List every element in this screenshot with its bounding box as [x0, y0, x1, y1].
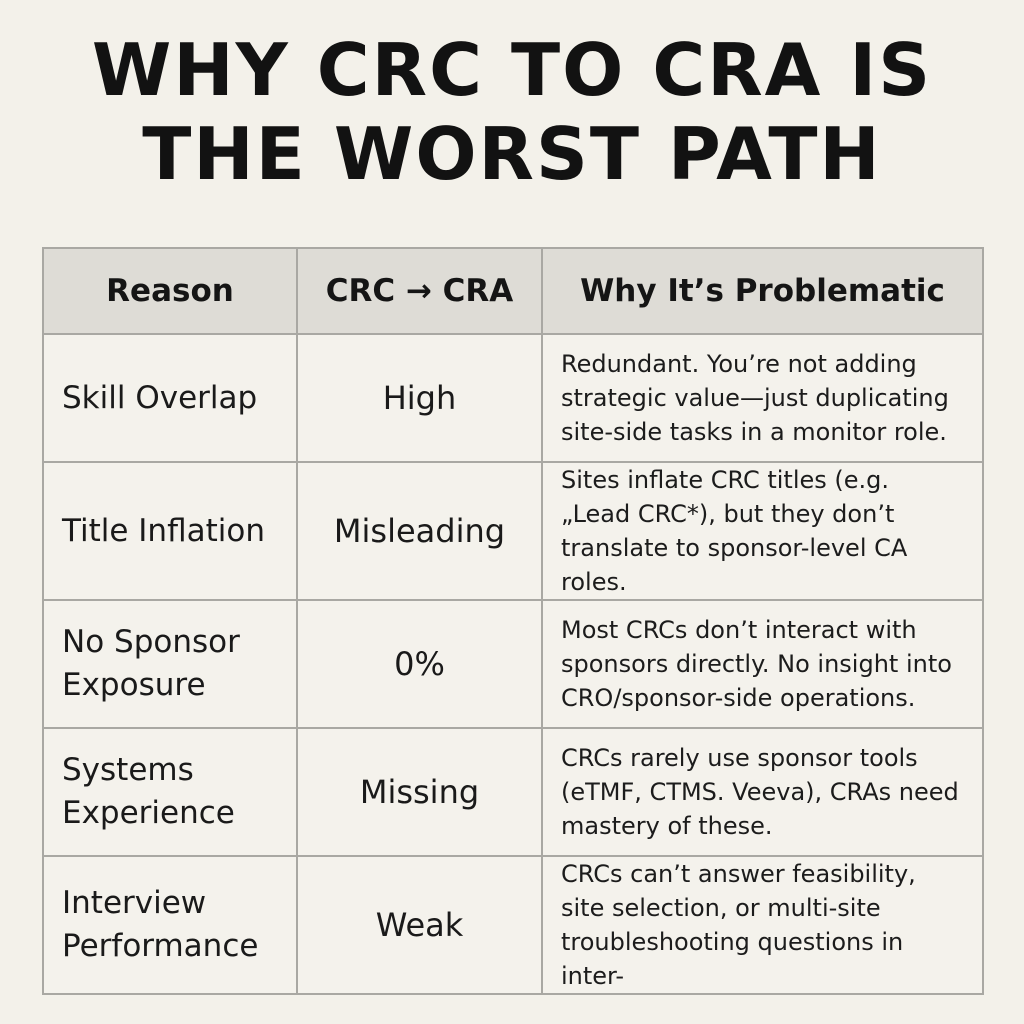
table-row: Systems Experience Missing CRCs rarely u…	[42, 727, 984, 857]
value-cell: Misleading	[296, 461, 543, 601]
reason-cell: Interview Performance	[42, 855, 298, 995]
value-cell: Missing	[296, 727, 543, 857]
why-cell: Sites inflate CRC titles (e.g. „Lead CRC…	[541, 461, 984, 601]
reason-cell: No Sponsor Exposure	[42, 599, 298, 729]
reason-cell: Systems Experience	[42, 727, 298, 857]
column-header-why-problematic: Why It’s Problematic	[541, 247, 984, 335]
why-cell: Redundant. You’re not adding strategic v…	[541, 333, 984, 463]
table-row: No Sponsor Exposure 0% Most CRCs don’t i…	[42, 599, 984, 729]
value-cell: Weak	[296, 855, 543, 995]
why-cell: CRCs rarely use sponsor tools (eTMF, CTM…	[541, 727, 984, 857]
reason-cell: Title Inflation	[42, 461, 298, 601]
column-header-crc-to-cra: CRC → CRA	[296, 247, 543, 335]
title-line-2: THE WORST PATH	[142, 112, 882, 196]
table-row: Title Inflation Misleading Sites inflate…	[42, 461, 984, 601]
comparison-table: Reason CRC → CRA Why It’s Problematic Sk…	[42, 247, 984, 995]
table-row: Skill Overlap High Redundant. You’re not…	[42, 333, 984, 463]
reason-cell: Skill Overlap	[42, 333, 298, 463]
why-cell: Most CRCs don’t interact with sponsors d…	[541, 599, 984, 729]
why-cell: CRCs can’t answer feasibility, site sele…	[541, 855, 984, 995]
title-line-1: WHY CRC TO CRA IS	[91, 28, 933, 112]
table-header-row: Reason CRC → CRA Why It’s Problematic	[42, 247, 984, 335]
value-cell: High	[296, 333, 543, 463]
column-header-reason: Reason	[42, 247, 298, 335]
value-cell: 0%	[296, 599, 543, 729]
page-title: WHY CRC TO CRA IS THE WORST PATH	[0, 28, 1024, 196]
table-row: Interview Performance Weak CRCs can’t an…	[42, 855, 984, 995]
